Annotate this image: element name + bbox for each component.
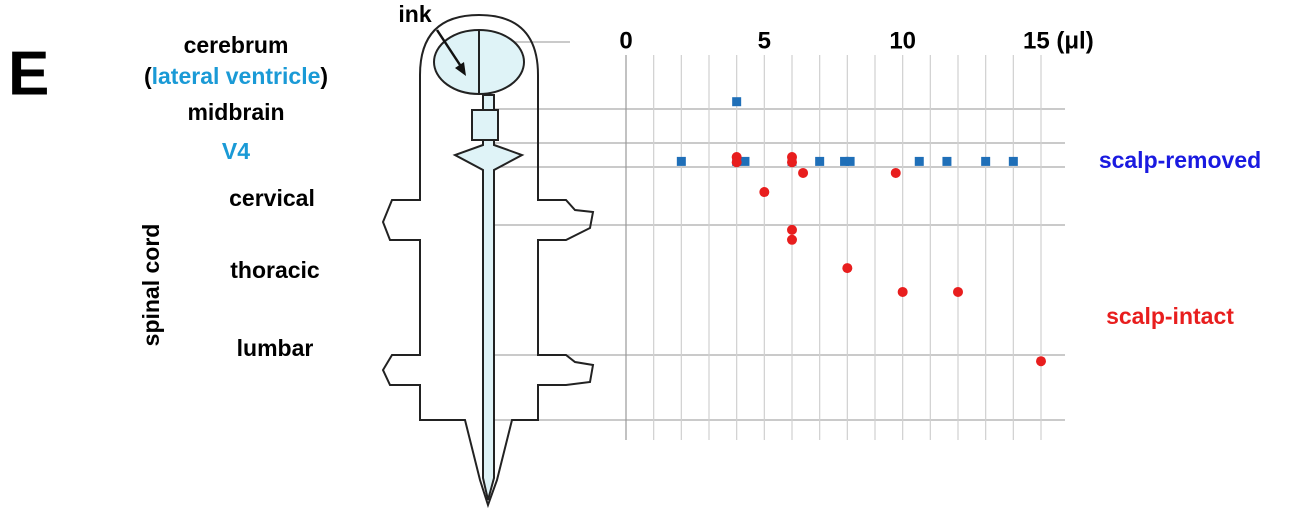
legend-label: scalp-removed: [1099, 147, 1261, 173]
point: [787, 235, 797, 245]
point: [891, 168, 901, 178]
region-label: midbrain: [187, 99, 284, 125]
x-tick-label: 5: [758, 27, 771, 54]
point: [759, 187, 769, 197]
body-schematic: [383, 15, 593, 505]
region-label: cerebrum: [184, 32, 289, 58]
region-label: cervical: [229, 185, 315, 211]
point: [787, 157, 797, 167]
point: [787, 225, 797, 235]
ink-label: ink: [398, 1, 431, 27]
region-label: lateral ventricle: [152, 63, 321, 89]
point: [898, 287, 908, 297]
x-tick-label: 10: [889, 27, 916, 54]
region-label: thoracic: [230, 257, 320, 283]
point: [1036, 356, 1046, 366]
point: [953, 287, 963, 297]
point: [798, 168, 808, 178]
point: [740, 157, 749, 166]
point: [677, 157, 686, 166]
x-tick-label: 15 (μl): [1023, 27, 1094, 54]
point: [815, 157, 824, 166]
panel-label: E: [8, 39, 49, 108]
x-tick-label: 0: [619, 27, 632, 54]
figure: E cerebrum (lateral ventricle) midbrain …: [0, 0, 1301, 510]
region-label: (lateral ventricle): [144, 63, 328, 89]
point: [842, 263, 852, 273]
legend-label: scalp-intact: [1106, 303, 1234, 329]
paren: ): [320, 63, 328, 89]
point: [942, 157, 951, 166]
point: [732, 157, 742, 167]
point: [915, 157, 924, 166]
region-label: spinal cord: [138, 224, 164, 347]
point: [846, 157, 855, 166]
region-label: lumbar: [237, 335, 314, 361]
region-label: V4: [222, 138, 250, 164]
point: [981, 157, 990, 166]
point: [732, 97, 741, 106]
point: [1009, 157, 1018, 166]
